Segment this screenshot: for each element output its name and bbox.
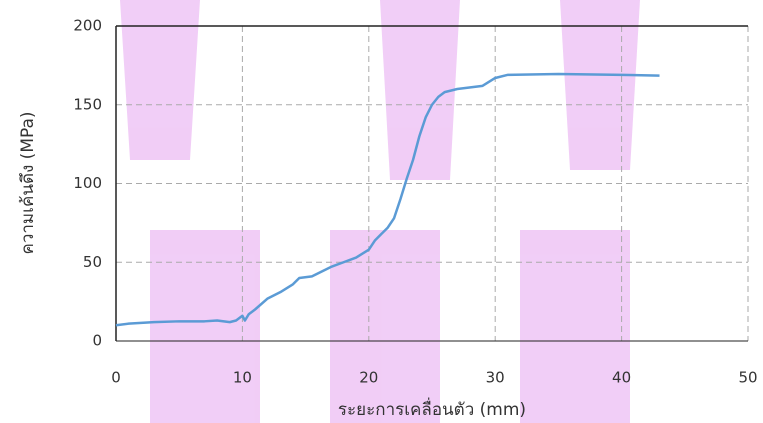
x-axis-title: ระยะการเคลื่อนตัว (mm) [338,397,526,420]
y-tick-label: 200 [73,17,102,35]
watermark [120,0,640,423]
x-tick-label: 50 [738,369,757,387]
x-tick-label: 20 [359,369,378,387]
y-axis-title: ความเค้นดึง (MPa) [18,111,38,254]
x-tick-label: 10 [233,369,252,387]
x-tick-label: 30 [486,369,505,387]
y-tick-label: 150 [73,95,102,113]
y-tick-label: 100 [73,174,102,192]
y-tick-label: 50 [83,253,102,271]
x-tick-label: 40 [612,369,631,387]
data-line [115,72,660,327]
x-tick-label: 0 [111,369,121,387]
y-tick-label: 0 [92,332,102,350]
